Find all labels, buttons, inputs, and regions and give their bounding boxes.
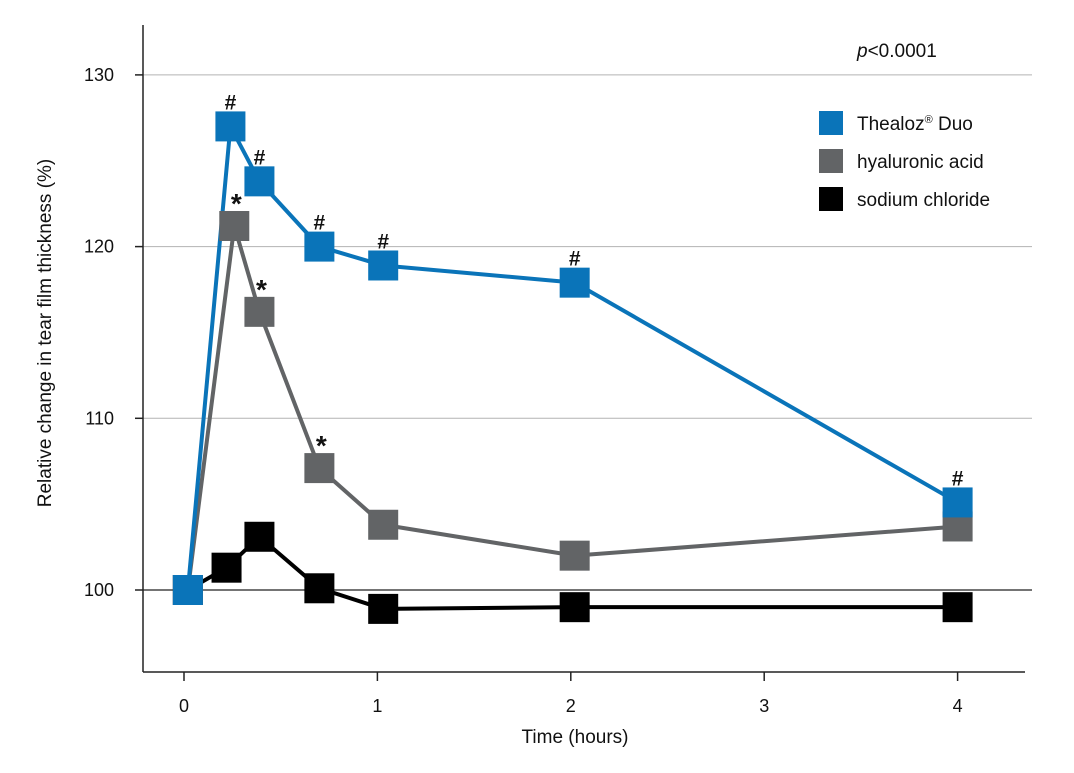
data-point: [244, 166, 275, 197]
p-value-text: <0.0001: [868, 41, 937, 62]
data-point: [304, 573, 335, 604]
significance-marker: #: [254, 146, 266, 169]
data-point: [368, 509, 399, 540]
data-point: [304, 453, 335, 484]
data-point: [942, 487, 973, 518]
significance-marker: *: [231, 188, 242, 219]
data-point: [559, 267, 590, 298]
legend-swatch: [819, 111, 843, 135]
data-point: [215, 111, 246, 142]
significance-marker: #: [314, 212, 326, 235]
p-value-symbol: p: [856, 41, 868, 62]
x-tick-label: 3: [759, 696, 769, 716]
legend-label: Thealoz® Duo: [857, 114, 973, 135]
x-tick-label: 2: [566, 696, 576, 716]
x-axis-label: Time (hours): [522, 727, 629, 748]
data-point: [368, 250, 399, 281]
significance-marker: #: [569, 248, 581, 271]
data-point: [304, 231, 335, 262]
legend-label: sodium chloride: [857, 190, 990, 211]
registered-mark: ®: [925, 114, 933, 126]
x-tick-label: 1: [372, 696, 382, 716]
p-value-annotation: p<0.0001: [856, 41, 937, 62]
significance-marker: #: [225, 91, 237, 114]
significance-marker: *: [316, 430, 327, 461]
data-point: [244, 521, 275, 552]
x-tick-label: 4: [953, 696, 963, 716]
data-point: [172, 575, 203, 605]
y-tick-label: 120: [84, 237, 114, 257]
y-tick-label: 130: [84, 65, 114, 85]
x-tick-label: 0: [179, 696, 189, 716]
data-point: [244, 296, 275, 327]
data-point: [942, 592, 973, 623]
legend-label-rest: Duo: [933, 114, 973, 135]
y-axis-label: Relative change in tear film thickness (…: [35, 159, 56, 507]
y-tick-label: 100: [84, 580, 114, 600]
data-point: [211, 552, 242, 583]
significance-marker: #: [377, 230, 389, 253]
legend-swatch: [819, 149, 843, 173]
y-tick-label: 110: [85, 408, 114, 428]
data-point: [219, 210, 250, 241]
legend-swatch: [819, 187, 843, 211]
data-point: [368, 593, 399, 624]
significance-marker: *: [256, 274, 267, 305]
legend-label: hyaluronic acid: [857, 152, 984, 173]
significance-marker: #: [952, 467, 964, 490]
data-point: [559, 592, 590, 623]
data-point: [559, 540, 590, 571]
